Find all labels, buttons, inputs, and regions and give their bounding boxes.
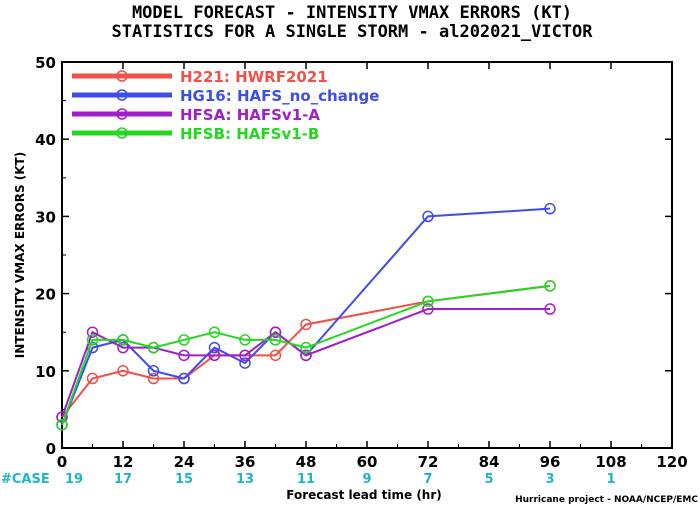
case-count: 19 xyxy=(65,472,83,487)
chart-title: MODEL FORECAST - INTENSITY VMAX ERRORS (… xyxy=(132,3,572,23)
data-point xyxy=(544,280,556,292)
case-count: 3 xyxy=(545,472,554,487)
data-point xyxy=(422,295,434,308)
data-point xyxy=(544,202,556,215)
data-point xyxy=(269,326,282,338)
data-point xyxy=(117,341,129,354)
data-point xyxy=(178,372,190,385)
case-count: 13 xyxy=(236,472,254,487)
data-point xyxy=(147,341,160,354)
case-count: 17 xyxy=(114,472,132,487)
credit-label: Hurricane project - NOAA/NCEP/EMC xyxy=(515,495,698,505)
data-point xyxy=(117,365,129,377)
legend-marker xyxy=(116,108,128,120)
y-tick-label: 0 xyxy=(46,440,56,458)
x-tick-label: 36 xyxy=(235,453,256,471)
data-point xyxy=(269,349,282,362)
data-point xyxy=(208,349,221,362)
plot-area: 0 12 24 36 48 60 72 84 96 108 120 0 10 20 30 40 50 H221: … xyxy=(35,54,688,487)
legend-entry: HG16: HAFS_no_change xyxy=(180,87,379,105)
legend-marker xyxy=(116,89,128,101)
data-point xyxy=(422,210,434,223)
x-tick-label: 60 xyxy=(357,453,378,471)
data-point xyxy=(239,334,251,346)
case-label: #CASE xyxy=(1,472,50,487)
x-tick-label: 120 xyxy=(656,453,687,471)
legend-marker xyxy=(116,70,128,82)
x-axis-label: Forecast lead time (hr) xyxy=(286,488,442,502)
x-tick-label: 24 xyxy=(174,453,195,471)
case-count: 15 xyxy=(175,472,193,487)
y-tick-label: 10 xyxy=(35,363,56,381)
data-point xyxy=(178,334,190,346)
data-point xyxy=(56,419,68,431)
y-tick-label: 20 xyxy=(35,286,56,304)
x-tick-label: 12 xyxy=(113,453,134,471)
data-point xyxy=(117,334,129,346)
data-point xyxy=(269,334,282,346)
y-tick-label: 40 xyxy=(35,131,56,149)
legend-entry: HFSA: HAFSv1-A xyxy=(180,106,320,124)
legend-entry: H221: HWRF2021 xyxy=(180,68,328,86)
data-point xyxy=(300,349,312,362)
data-point xyxy=(422,303,434,315)
case-count: 1 xyxy=(606,472,615,487)
data-point xyxy=(147,372,160,385)
data-point xyxy=(147,365,160,377)
data-point xyxy=(300,341,312,354)
data-point xyxy=(239,349,251,362)
case-count: 5 xyxy=(484,472,493,487)
data-point xyxy=(178,349,190,362)
plot-frame xyxy=(61,61,673,449)
data-point xyxy=(86,372,99,385)
case-count: 7 xyxy=(423,472,432,487)
x-tick-label: 84 xyxy=(479,453,500,471)
series-line-3 xyxy=(61,308,550,418)
data-point xyxy=(208,326,221,338)
legend-marker xyxy=(116,127,128,139)
data-point xyxy=(86,334,99,346)
data-point xyxy=(86,326,99,338)
data-point xyxy=(300,318,312,331)
case-count: 9 xyxy=(362,472,371,487)
data-point xyxy=(239,357,251,369)
data-point xyxy=(208,341,221,354)
x-tick-label: 108 xyxy=(595,453,626,471)
x-tick-label: 0 xyxy=(57,453,67,471)
y-tick-label: 30 xyxy=(35,208,56,226)
series-line-2 xyxy=(61,207,551,426)
legend-entry: HFSB: HAFSv1-B xyxy=(180,125,319,143)
y-axis-label: INTENSITY VMAX ERRORS (KT) xyxy=(13,152,27,358)
series-line-4 xyxy=(61,284,551,426)
data-point xyxy=(544,303,556,315)
x-tick-label: 72 xyxy=(418,453,439,471)
chart-subtitle: STATISTICS FOR A SINGLE STORM - al202021… xyxy=(111,22,593,42)
y-tick-label: 50 xyxy=(35,54,56,72)
x-tick-label: 96 xyxy=(540,453,561,471)
x-tick-label: 48 xyxy=(296,453,317,471)
case-count: 11 xyxy=(297,472,315,487)
